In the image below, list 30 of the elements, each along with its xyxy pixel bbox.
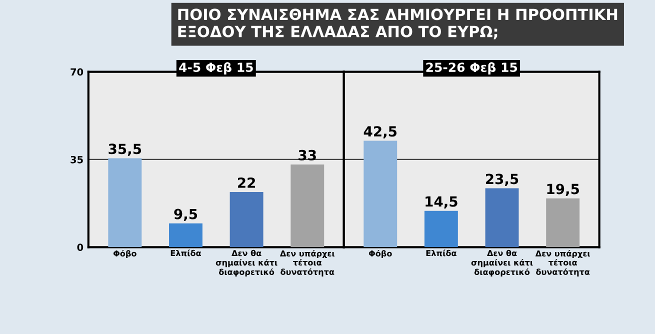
data-label: 9,5 <box>174 208 198 222</box>
bar <box>230 192 264 248</box>
x-tick-label: Ελπίδα <box>170 250 201 256</box>
y-tick-label: 35 <box>70 156 83 164</box>
data-label: 23,5 <box>486 174 518 186</box>
data-label: 33 <box>298 150 316 160</box>
x-tick-label: Δεν υπάρχει τέτοια δυνατότητα <box>535 250 590 276</box>
x-tick-label: Δεν υπάρχει τέτοια δυνατότητα <box>280 250 335 276</box>
x-tick-label: Φόβο <box>368 250 392 258</box>
bar <box>424 210 458 248</box>
data-label: 35,5 <box>108 144 142 156</box>
text: ΠΟΙΟ ΣΥΝΑΙΣΘΗΜΑ ΣΑΣ ΔΗΜΙΟΥΡΓΕΙ Η ΠΡΟΟΠΤΙΚΗ ΕΞΟΔΟΥ ΤΗΣ ΕΛΛΑΔΑΣ ΑΠΟ ΤΟ ΕΥΡΩ; <box>178 8 618 40</box>
bar <box>546 198 580 248</box>
y-tick-label: 0 <box>77 244 84 251</box>
x-tick-label: Δεν θα σημαίνει κάτι διαφορετικό <box>471 250 533 277</box>
data-label: 22 <box>238 177 256 188</box>
data-label: 14,5 <box>426 196 458 209</box>
bar <box>290 164 324 248</box>
data-label: 19,5 <box>547 184 579 196</box>
chart-title: 4-5 Φεβ 15 <box>179 62 253 74</box>
x-tick-label: Δεν θα σημαίνει κάτι διαφορετικό <box>216 250 278 277</box>
data-label: 42,5 <box>364 126 397 138</box>
x-tick-label: Φόβο <box>113 250 136 258</box>
bar <box>169 223 202 248</box>
x-tick-label: Ελπίδα <box>426 250 456 256</box>
y-tick-label: 70 <box>70 68 84 76</box>
chart-title: 25-26 Φεβ 15 <box>426 62 518 74</box>
bar <box>485 188 519 248</box>
bar <box>108 158 142 248</box>
bar <box>364 140 398 248</box>
